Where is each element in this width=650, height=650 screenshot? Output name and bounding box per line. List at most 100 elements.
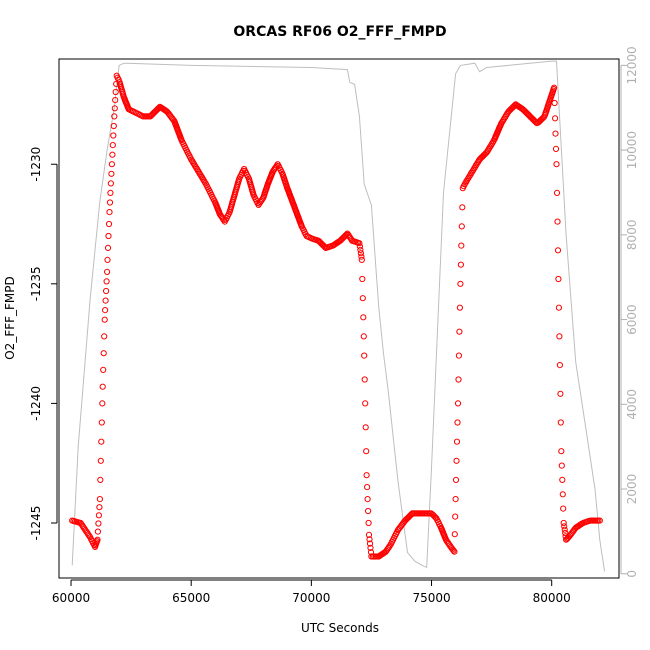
data-point <box>554 218 561 225</box>
data-point <box>86 532 93 540</box>
plot-frame <box>58 58 620 579</box>
data-point <box>455 376 462 383</box>
data-point <box>457 280 464 287</box>
data-point <box>95 512 103 519</box>
data-point <box>360 314 367 321</box>
y2-tick-label: 8000 <box>625 220 639 251</box>
data-point <box>556 362 564 369</box>
data-point <box>99 400 106 407</box>
data-point <box>96 496 104 503</box>
data-point <box>452 513 459 520</box>
data-point <box>560 519 567 527</box>
data-point <box>561 526 568 533</box>
data-point <box>451 531 458 538</box>
y2-tick-label: 12000 <box>625 46 639 84</box>
data-point <box>103 287 110 295</box>
data-point <box>367 544 374 552</box>
data-point <box>453 457 460 464</box>
data-point <box>454 419 461 426</box>
data-point <box>456 304 463 311</box>
data-point <box>100 366 107 373</box>
data-point <box>553 161 560 168</box>
data-point <box>111 113 118 120</box>
data-point <box>557 390 564 397</box>
data-point <box>188 156 195 163</box>
data-point <box>360 333 367 340</box>
x-tick-label: 60000 <box>52 591 90 605</box>
data-point <box>359 275 366 283</box>
x-tick-label: 80000 <box>533 591 571 605</box>
chart-title: ORCAS RF06 O2_FFF_FMPD <box>233 24 446 40</box>
data-point <box>358 256 365 263</box>
data-point <box>96 504 103 511</box>
data-point <box>363 448 370 455</box>
data-point <box>362 400 369 407</box>
data-point <box>104 256 111 263</box>
data-point <box>107 189 114 196</box>
data-point <box>365 519 372 527</box>
data-point <box>558 448 565 455</box>
data-point <box>100 350 107 357</box>
data-point <box>105 232 112 240</box>
data-point <box>98 438 105 445</box>
data-point <box>558 462 565 469</box>
data-point <box>101 333 108 340</box>
x-tick-label: 70000 <box>292 591 330 605</box>
x-tick-label: 75000 <box>412 591 450 605</box>
data-point <box>111 105 118 112</box>
data-point <box>357 246 364 253</box>
data-point <box>551 84 558 91</box>
data-point <box>108 161 116 168</box>
data-point <box>94 528 102 535</box>
data-point <box>552 145 560 152</box>
data-point <box>363 472 370 479</box>
data-point <box>555 304 563 311</box>
data-point <box>539 115 546 122</box>
data-point <box>551 99 558 107</box>
data-point <box>365 507 372 515</box>
data-point <box>99 383 106 390</box>
data-point <box>105 220 113 228</box>
data-point <box>562 529 569 537</box>
data-point <box>97 457 104 464</box>
data-point <box>109 151 116 158</box>
y-tick-label: -1240 <box>29 386 43 421</box>
data-point <box>361 376 368 383</box>
data-point <box>556 333 563 340</box>
data-point <box>455 352 462 359</box>
data-points-layer <box>69 72 603 560</box>
data-point <box>366 536 373 543</box>
data-point <box>453 438 461 445</box>
data-point <box>559 491 566 498</box>
data-point <box>356 240 363 247</box>
y-tick-label: -1230 <box>29 147 43 182</box>
x-tick-label: 65000 <box>172 591 210 605</box>
data-point <box>102 297 109 304</box>
y2-tick-label: 2000 <box>625 474 639 505</box>
y2-tick-label: 0 <box>625 570 639 578</box>
data-point <box>431 513 438 520</box>
data-point <box>342 232 349 239</box>
secondary-series-line <box>71 60 606 572</box>
data-point <box>104 268 111 275</box>
data-point <box>358 253 365 260</box>
data-point <box>110 122 117 130</box>
data-point <box>452 496 459 503</box>
data-point <box>357 250 364 257</box>
secondary-series-layer <box>71 60 606 572</box>
data-point <box>450 547 457 554</box>
data-point <box>102 307 109 314</box>
y-tick-label: -1235 <box>29 266 43 301</box>
data-point <box>364 484 371 491</box>
data-point <box>98 419 105 426</box>
data-point <box>457 261 464 268</box>
data-point <box>555 275 562 283</box>
data-point <box>365 531 373 539</box>
y-tick-label: -1245 <box>29 506 43 541</box>
data-point <box>107 180 115 187</box>
data-point <box>454 400 462 407</box>
y2-tick-label: 4000 <box>625 389 639 420</box>
data-point <box>552 115 559 122</box>
data-point <box>362 424 369 431</box>
